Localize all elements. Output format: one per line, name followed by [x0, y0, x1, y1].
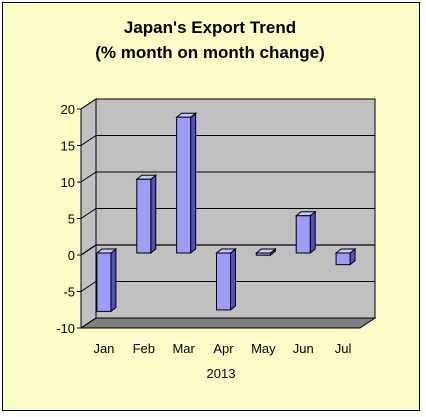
- bar: [136, 178, 152, 254]
- x-tick-label: Feb: [133, 341, 155, 356]
- x-tick-label: May: [251, 341, 276, 356]
- chart-frame: Japan's Export Trend (% month on month c…: [2, 2, 420, 411]
- x-tick-label: Apr: [213, 341, 234, 356]
- y-tick-label: 5: [68, 212, 75, 227]
- bar: [335, 252, 351, 266]
- bar: [96, 252, 112, 312]
- bar: [216, 252, 231, 311]
- gridline: [80, 317, 375, 329]
- chart-svg: Japan's Export Trend (% month on month c…: [56, 18, 377, 381]
- y-tick-label: 10: [61, 175, 75, 190]
- chart-subtitle: (% month on month change): [95, 43, 324, 62]
- x-tick-label: Jul: [335, 341, 352, 356]
- y-tick-label: 0: [68, 248, 75, 263]
- gridline: [80, 98, 375, 110]
- bar-side: [230, 247, 236, 311]
- gridline: [80, 281, 375, 292]
- x-tick-label: Jun: [293, 341, 314, 356]
- chart-title: Japan's Export Trend: [124, 18, 296, 37]
- bar: [176, 116, 192, 254]
- bar: [255, 252, 271, 256]
- gridline: [80, 135, 375, 146]
- y-tick-label: -5: [63, 285, 75, 300]
- y-tick-label: 15: [61, 139, 75, 154]
- bar-side: [190, 112, 197, 255]
- x-tick-label: Jan: [93, 341, 114, 356]
- floor: [79, 317, 377, 329]
- bar-side: [309, 210, 316, 255]
- bar-side: [150, 174, 157, 255]
- gridline: [80, 208, 375, 219]
- plot-area: -10 -5 0 5 10 15 20 Jan Feb Mar Apr May Jun Jul: [56, 98, 377, 356]
- y-tick-label: -10: [56, 321, 75, 336]
- gridline: [80, 244, 375, 256]
- y-tick-label: 20: [61, 102, 75, 117]
- x-axis-label: 2013: [207, 366, 236, 381]
- bar: [295, 215, 311, 254]
- gridline: [80, 171, 375, 183]
- x-tick-label: Mar: [172, 341, 195, 356]
- bar-side: [110, 247, 117, 313]
